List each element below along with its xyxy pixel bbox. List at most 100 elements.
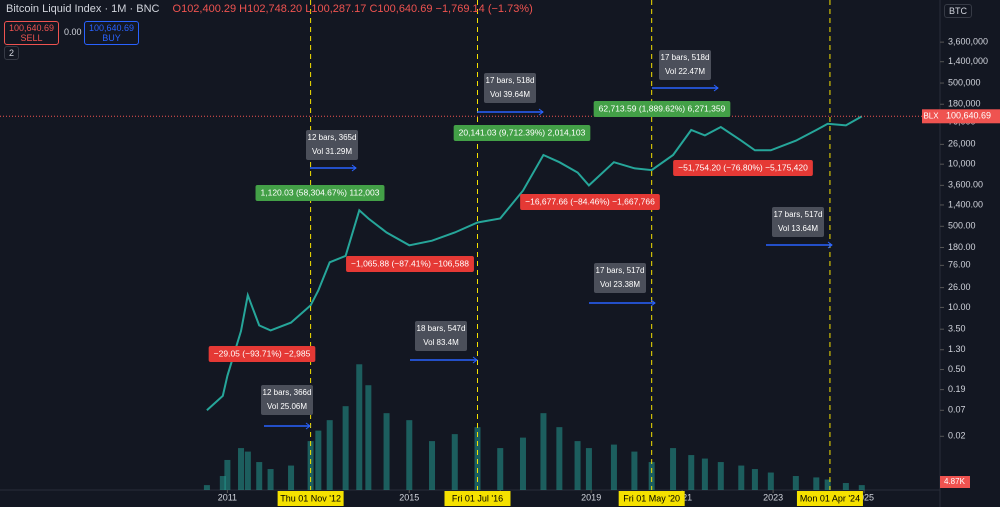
measure-volume: Vol 13.64M (778, 224, 818, 233)
y-tick-label: 180.00 (948, 242, 976, 252)
measure-arrow-head (713, 84, 719, 92)
measure-volume: Vol 22.47M (665, 67, 705, 76)
y-tick-label: 180,000 (948, 99, 981, 109)
volume-bar (474, 427, 481, 490)
change-box (453, 125, 591, 141)
price-axis (940, 0, 1000, 507)
y-tick-label: 26.00 (948, 282, 971, 292)
volume-bar (238, 448, 245, 490)
measure-box (261, 385, 313, 415)
change-label: −29.05 (−93.71%) −2,985 (214, 348, 311, 358)
volume-bar (670, 448, 677, 490)
measure-volume: Vol 83.4M (423, 338, 459, 347)
measure-box (306, 130, 358, 160)
currency[interactable]: BTC (944, 4, 972, 18)
date-marker-bg (796, 491, 863, 506)
measure-volume: Vol 39.64M (490, 90, 530, 99)
measure-volume: Vol 31.29M (312, 147, 352, 156)
volume-bar (751, 469, 758, 490)
change-box (520, 194, 660, 210)
buy-label: BUY (102, 33, 121, 43)
header: Bitcoin Liquid Index · 1M · BNC O102,400… (6, 3, 543, 15)
volume-bar (738, 465, 745, 490)
volume-bar (574, 441, 581, 490)
y-tick-label: 0.02 (948, 431, 966, 441)
volume-bar (497, 448, 504, 490)
volume-bar (842, 483, 849, 490)
y-tick-label: 1.30 (948, 344, 966, 354)
y-tick-label: 0.07 (948, 405, 966, 415)
ohlc: O102,400.29 H102,748.20 L100,287.17 C100… (172, 3, 533, 15)
date-marker-label: Thu 01 Nov '12 (280, 493, 341, 503)
volume-bar (688, 455, 695, 490)
sell-label: SELL (20, 33, 43, 43)
measure-arrow-head (305, 422, 311, 430)
measure-box (415, 321, 467, 351)
change-box (593, 101, 731, 117)
volume-bar (585, 448, 592, 490)
measure-bars: 17 bars, 517d (596, 266, 645, 275)
volume-bar (219, 476, 226, 490)
x-tick-label: 2023 (763, 492, 783, 502)
measure-bars: 17 bars, 518d (486, 76, 535, 85)
symbol[interactable]: Bitcoin Liquid Index · 1M · BNC (6, 3, 160, 15)
volume-bar (631, 451, 638, 490)
measure-arrow-head (538, 108, 544, 116)
volume-bar (813, 477, 820, 490)
buy-price: 100,640.69 (89, 23, 135, 33)
date-marker-label: Mon 01 Apr '24 (800, 493, 860, 503)
y-tick-label: 3,600.00 (948, 180, 983, 190)
volume-bar (288, 465, 295, 490)
volume-bar (717, 462, 724, 490)
series-label: BLX (923, 111, 939, 120)
change-box (346, 256, 474, 272)
change-label: 1,120.03 (58,304.67%) 112,003 (261, 187, 380, 197)
measure-arrow-head (650, 299, 656, 307)
y-tick-label: 10.00 (948, 302, 971, 312)
y-tick-label: 3.50 (948, 324, 966, 334)
change-label: −51,754.20 (−76.80%) −5,175,420 (678, 162, 808, 172)
buy-button[interactable]: 100,640.69 BUY (84, 21, 140, 45)
volume-bar (224, 459, 231, 490)
volume-bar (315, 430, 322, 490)
volume-bar (383, 413, 390, 490)
volume-bar (648, 462, 655, 490)
volume-bar (326, 420, 333, 490)
change-label: −16,677.66 (−84.46%) −1,667,766 (525, 196, 655, 206)
measure-box (772, 207, 824, 237)
y-tick-label: 0.50 (948, 364, 966, 374)
measure-arrow-head (351, 164, 357, 172)
sell-button[interactable]: 100,640.69 SELL (4, 21, 60, 45)
volume-bar (792, 476, 799, 490)
measure-arrow-head (472, 356, 478, 364)
series-label-bg (922, 109, 940, 124)
y-tick-label: 76.00 (948, 260, 971, 270)
measure-bars: 17 bars, 517d (774, 210, 823, 219)
volume-bar (406, 420, 413, 490)
y-tick-label: 1,400,000 (948, 56, 988, 66)
last-volume-bg (940, 476, 970, 488)
change-box (255, 185, 385, 201)
y-tick-label: 10,000 (948, 159, 976, 169)
change-label: 20,141.03 (9,712.39%) 2,014,103 (459, 127, 586, 137)
volume-bar (342, 406, 349, 490)
date-marker-label: Fri 01 May '20 (623, 493, 680, 503)
indicators-toggle[interactable]: 2 (4, 46, 20, 60)
y-tick-label: 500.00 (948, 221, 976, 231)
volume-bar (824, 479, 831, 490)
volume-bar (307, 441, 314, 490)
y-tick-label: 26,000 (948, 139, 976, 149)
y-tick-label: 3,600,000 (948, 36, 988, 46)
volume-bar (540, 413, 547, 490)
measure-box (594, 263, 646, 293)
measure-bars: 18 bars, 547d (417, 324, 466, 333)
volume-bar (356, 364, 363, 490)
date-marker-label: Fri 01 Jul '16 (452, 493, 503, 503)
date-marker-bg (618, 491, 685, 506)
measure-box (659, 50, 711, 80)
change-label: −1,065.88 (−87.41%) −106,588 (351, 258, 469, 268)
last-price-label: 100,640.69 (946, 111, 991, 121)
volume-bar (256, 462, 263, 490)
